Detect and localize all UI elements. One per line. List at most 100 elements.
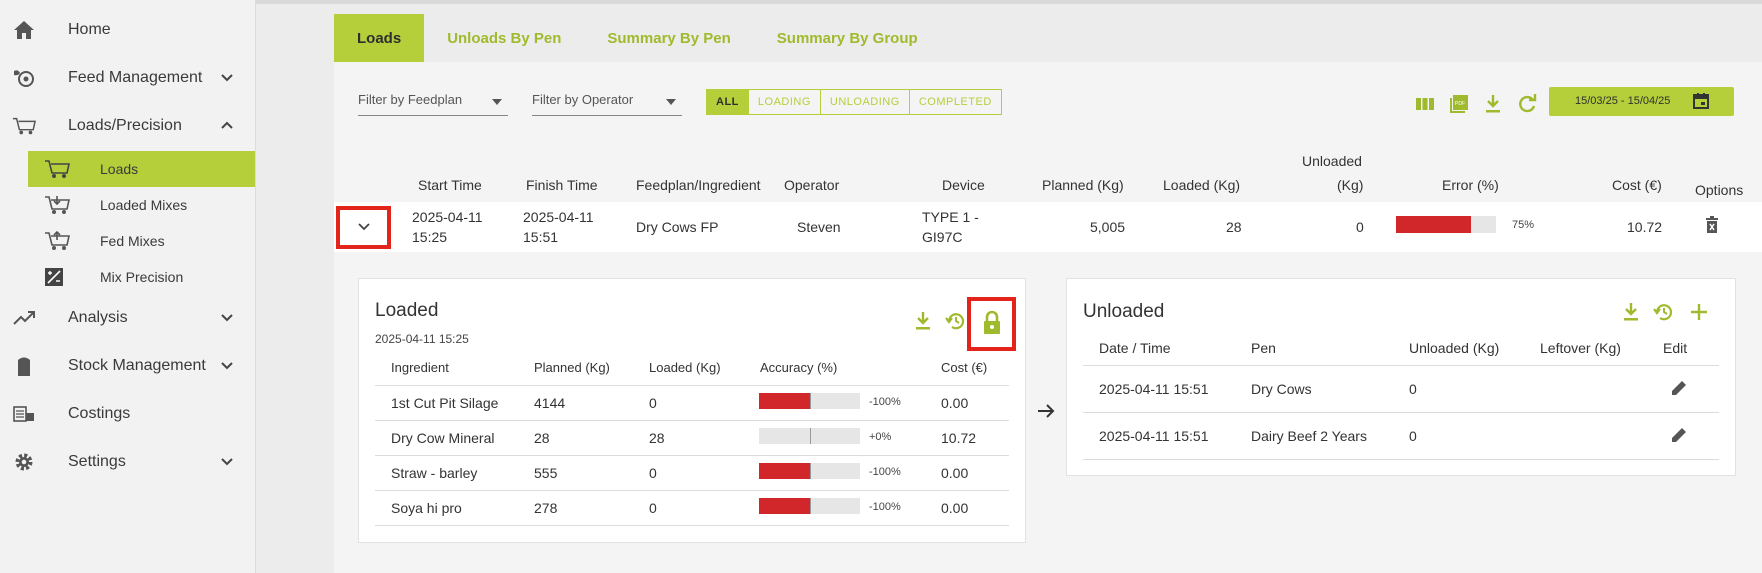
col-header-unloaded-unit: (Kg) — [1337, 177, 1364, 193]
table-row[interactable] — [334, 202, 1762, 252]
loaded-row-loaded: 28 — [649, 430, 665, 446]
row-device-line2: GI97C — [922, 229, 963, 245]
unloaded-card — [1066, 278, 1736, 476]
loaded-card-title: Loaded — [375, 300, 439, 321]
dropdown-caret-icon — [492, 99, 502, 105]
download-icon[interactable] — [1620, 301, 1644, 325]
loaded-row-planned: 28 — [534, 430, 550, 446]
sidebar-item-label: Costings — [68, 405, 131, 422]
sidebar-item-label: Home — [68, 21, 111, 38]
divider — [375, 385, 1009, 386]
divider — [375, 455, 1009, 456]
divider — [1083, 365, 1719, 366]
chevron-down-icon — [218, 69, 236, 87]
accuracy-bar-fill — [759, 393, 810, 409]
sidebar-item-home[interactable]: Home — [0, 10, 256, 50]
sidebar-subitem-loads[interactable]: Loads — [28, 151, 255, 187]
loaded-mixes-icon — [44, 195, 70, 215]
accuracy-bar — [759, 498, 860, 514]
sidebar-item-feed-management[interactable]: Feed Management — [0, 58, 256, 98]
sidebar-item-analysis[interactable]: Analysis — [0, 298, 256, 338]
calendar-icon — [1692, 92, 1710, 110]
loaded-row-cost: 0.00 — [941, 500, 969, 516]
chevron-down-icon — [218, 453, 236, 471]
loaded-row-loaded: 0 — [649, 500, 657, 516]
row-device-line1: TYPE 1 - — [922, 209, 979, 225]
unloaded-row-pen: Dairy Beef 2 Years — [1251, 428, 1367, 444]
loaded-row-loaded: 0 — [649, 395, 657, 411]
refresh-icon[interactable] — [1516, 93, 1538, 115]
lock-button[interactable] — [967, 297, 1016, 351]
loaded-row-ingredient: Soya hi pro — [391, 500, 462, 516]
tab-summary-by-group[interactable]: Summary By Group — [776, 29, 918, 47]
segment-loading[interactable]: LOADING — [749, 90, 821, 114]
silo-icon — [12, 355, 36, 377]
edit-icon[interactable] — [1669, 378, 1693, 402]
history-icon[interactable] — [945, 310, 969, 334]
history-icon[interactable] — [1653, 301, 1677, 325]
feedplan-filter-select[interactable]: Filter by Feedplan — [358, 92, 508, 116]
unloaded-row-pen: Dry Cows — [1251, 381, 1312, 397]
col-header-feedplan: Feedplan/Ingredient — [636, 177, 761, 193]
sidebar-item-stock-management[interactable]: Stock Management — [0, 346, 256, 386]
sidebar-item-loads-precision[interactable]: Loads/Precision — [0, 106, 256, 146]
fed-mixes-icon — [44, 230, 70, 251]
top-border — [0, 0, 1762, 4]
delete-icon[interactable] — [1702, 215, 1726, 239]
row-finish-date: 2025-04-11 — [523, 209, 594, 225]
segment-unloading[interactable]: UNLOADING — [821, 90, 910, 114]
loaded-row-ingredient: 1st Cut Pit Silage — [391, 395, 499, 411]
col-header-planned: Planned (Kg) — [1042, 177, 1124, 193]
loaded-row-cost: 0.00 — [941, 395, 969, 411]
unloaded-card-title: Unloaded — [1083, 301, 1165, 322]
col-header-unloaded: Unloaded — [1302, 153, 1362, 169]
loaded-header-loaded: Loaded (Kg) — [649, 360, 721, 375]
sidebar-subitem-loaded-mixes[interactable]: Loaded Mixes — [28, 187, 255, 223]
segment-completed[interactable]: COMPLETED — [918, 96, 992, 108]
loaded-row-cost: 0.00 — [941, 465, 969, 481]
expand-row-button[interactable] — [336, 206, 391, 249]
sidebar-subitem-label: Loads — [100, 161, 139, 177]
tab-bar: Loads Unloads By Pen Summary By Pen Summ… — [334, 14, 941, 62]
sidebar-subitem-fed-mixes[interactable]: Fed Mixes — [28, 223, 255, 259]
wagon-icon — [12, 115, 36, 137]
pdf-icon[interactable]: PDF — [1448, 93, 1470, 115]
columns-icon[interactable] — [1414, 93, 1436, 115]
add-icon[interactable] — [1688, 301, 1712, 325]
edit-icon[interactable] — [1669, 425, 1693, 449]
dropdown-caret-icon — [666, 99, 676, 105]
loaded-row-accuracy: -100% — [869, 466, 901, 478]
loaded-row-planned: 278 — [534, 500, 558, 516]
sidebar-item-costings[interactable]: Costings — [0, 394, 256, 434]
precision-icon — [44, 267, 68, 287]
sidebar-subitem-mix-precision[interactable]: Mix Precision — [28, 259, 255, 295]
tab-unloads-by-pen[interactable]: Unloads By Pen — [447, 29, 562, 47]
sidebar-item-label: Feed Management — [68, 69, 203, 86]
accuracy-bar-center — [809, 428, 811, 444]
operator-filter-select[interactable]: Filter by Operator — [532, 92, 682, 116]
loaded-header-cost: Cost (€) — [941, 360, 988, 375]
chevron-down-icon — [218, 309, 236, 327]
tab-loads[interactable]: Loads — [334, 14, 425, 62]
download-icon[interactable] — [912, 310, 936, 334]
trend-icon — [12, 307, 36, 329]
accuracy-bar-fill — [759, 498, 810, 514]
col-header-finish-time: Finish Time — [526, 177, 598, 193]
col-header-start-time: Start Time — [418, 177, 482, 193]
tab-summary-by-pen[interactable]: Summary By Pen — [607, 29, 731, 47]
loaded-header-ingredient: Ingredient — [391, 360, 449, 375]
sidebar-item-settings[interactable]: Settings — [0, 442, 256, 482]
costings-icon — [12, 403, 36, 425]
loaded-row-accuracy: -100% — [869, 501, 901, 513]
row-unloaded: 0 — [1356, 219, 1364, 235]
accuracy-bar-center — [809, 463, 811, 479]
svg-text:PDF: PDF — [1455, 101, 1465, 107]
divider — [375, 490, 1009, 491]
row-start-date: 2025-04-11 — [412, 209, 483, 225]
sidebar-subitem-label: Fed Mixes — [100, 233, 165, 249]
segment-all[interactable]: ALL — [707, 90, 749, 114]
date-range-button[interactable]: 15/03/25 - 15/04/25 — [1549, 87, 1734, 116]
download-icon[interactable] — [1482, 93, 1504, 115]
divider — [1083, 412, 1719, 413]
row-error-pct: 75% — [1512, 219, 1535, 231]
